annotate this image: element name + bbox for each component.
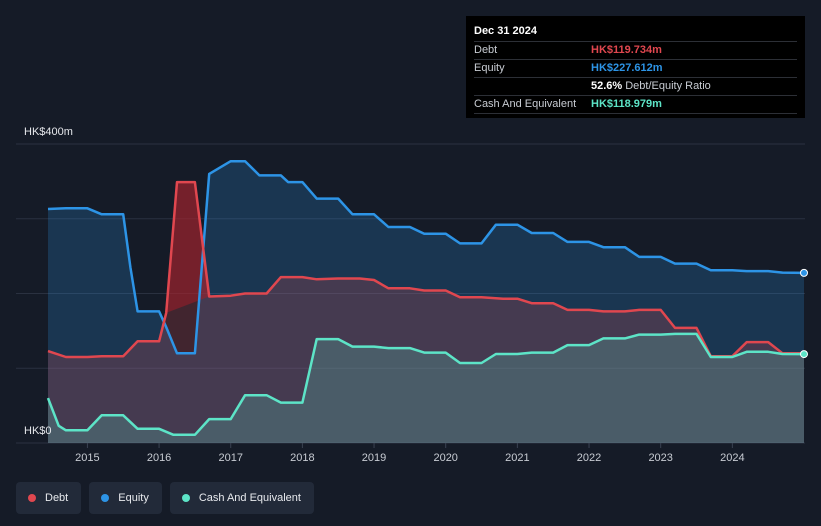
x-axis-ticks: 2015 2016 2017 2018 2019 2020 2021 2022 2023 2024	[75, 443, 745, 464]
series-lines	[46, 159, 808, 437]
equity-line	[47, 159, 805, 355]
x-tick-label-2021: 2021	[505, 452, 529, 464]
tooltip-date: Dec 31 2024	[474, 24, 797, 42]
grid-lines	[16, 143, 805, 444]
tooltip-debt-label: Debt	[474, 44, 498, 56]
tooltip-equity-value: HK$227.612m	[591, 62, 663, 74]
tooltip-ratio-row: 52.6% Debt/Equity Ratio	[474, 78, 797, 96]
x-tick-label-2016: 2016	[147, 452, 171, 464]
legend: Debt Equity Cash And Equivalent	[16, 482, 314, 514]
cash-and-equivalent-area	[48, 333, 804, 443]
x-tick-label-2019: 2019	[362, 452, 386, 464]
x-tick-label-2017: 2017	[218, 452, 242, 464]
legend-equity-label: Equity	[118, 492, 149, 504]
tooltip-debt-value: HK$119.734m	[591, 44, 662, 56]
tooltip-cash-value: HK$118.979m	[591, 98, 662, 110]
x-tick-label-2018: 2018	[290, 452, 314, 464]
tooltip-ratio-label: Debt/Equity Ratio	[625, 80, 711, 92]
x-tick-label-2023: 2023	[648, 452, 672, 464]
debt-line	[47, 180, 804, 359]
cash-and-equivalent-line	[46, 332, 805, 437]
cash-dot-icon	[181, 494, 190, 502]
legend-debt-label: Debt	[45, 492, 69, 504]
tooltip-equity-row: Equity HK$227.612m	[474, 60, 797, 78]
legend-item-equity[interactable]: Equity	[89, 482, 162, 514]
equity-dot-icon	[101, 494, 110, 502]
legend-item-debt[interactable]: Debt	[16, 482, 82, 514]
tooltip-cash-label: Cash And Equivalent	[474, 98, 577, 110]
tooltip-ratio-value: 52.6%	[591, 80, 623, 92]
y-axis-max-label: HK$400m	[24, 126, 73, 138]
legend-cash-label: Cash And Equivalent	[198, 492, 301, 504]
equity-area	[48, 161, 804, 443]
x-tick-label-2024: 2024	[720, 452, 744, 464]
x-tick-label-2015: 2015	[75, 452, 99, 464]
tooltip-equity-label: Equity	[474, 62, 505, 74]
debt-dot-icon	[28, 494, 36, 502]
debt-area	[48, 182, 804, 443]
cash-and-equivalent-end-point	[800, 350, 808, 359]
tooltip-debt-row: Debt HK$119.734m	[474, 42, 797, 60]
x-tick-label-2022: 2022	[577, 452, 601, 464]
x-tick-label-2020: 2020	[433, 452, 457, 464]
equity-end-point	[800, 268, 808, 277]
y-axis-min-label: HK$0	[24, 425, 52, 437]
tooltip-cash-row: Cash And Equivalent HK$118.979m	[474, 96, 797, 114]
legend-item-cash[interactable]: Cash And Equivalent	[169, 482, 314, 514]
tooltip-panel: Dec 31 2024 Debt HK$119.734m Equity HK$2…	[466, 16, 805, 118]
